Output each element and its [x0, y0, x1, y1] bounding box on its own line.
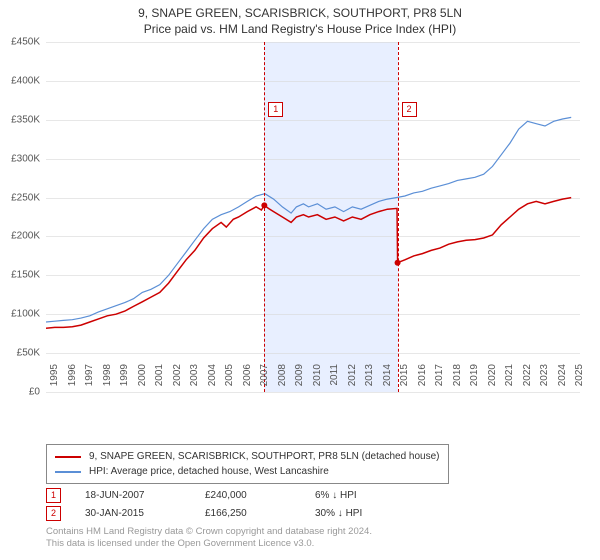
x-tick-label: 1999 [119, 364, 130, 394]
event-number: 1 [46, 488, 61, 503]
y-tick-label: £350K [0, 114, 40, 125]
x-tick-label: 2006 [242, 364, 253, 394]
event-marker: 1 [268, 102, 283, 117]
event-date: 30-JAN-2015 [85, 508, 205, 519]
legend: 9, SNAPE GREEN, SCARISBRICK, SOUTHPORT, … [46, 444, 449, 484]
series-line [46, 117, 571, 322]
event-price: £240,000 [205, 490, 315, 501]
x-tick-label: 2019 [469, 364, 480, 394]
x-tick-label: 2004 [207, 364, 218, 394]
x-tick-label: 2024 [557, 364, 568, 394]
event-line [264, 42, 265, 392]
event-marker: 2 [402, 102, 417, 117]
x-tick-label: 2005 [224, 364, 235, 394]
event-number: 2 [46, 506, 61, 521]
x-tick-label: 1996 [67, 364, 78, 394]
series-line [46, 198, 571, 329]
x-tick-label: 2025 [574, 364, 585, 394]
event-row: 2 30-JAN-2015£166,25030% ↓ HPI [46, 504, 425, 522]
x-tick-label: 2000 [137, 364, 148, 394]
x-tick-label: 2007 [259, 364, 270, 394]
chart-area: 12 £0£50K£100K£150K£200K£250K£300K£350K£… [46, 42, 580, 412]
x-tick-label: 2003 [189, 364, 200, 394]
event-date: 18-JUN-2007 [85, 490, 205, 501]
legend-label: 9, SNAPE GREEN, SCARISBRICK, SOUTHPORT, … [89, 451, 440, 462]
x-tick-label: 2012 [347, 364, 358, 394]
sale-events: 1 18-JUN-2007£240,0006% ↓ HPI 2 30-JAN-2015… [46, 486, 425, 522]
y-tick-label: £50K [0, 348, 40, 359]
x-tick-label: 2020 [487, 364, 498, 394]
x-tick-label: 1995 [49, 364, 60, 394]
legend-item: 9, SNAPE GREEN, SCARISBRICK, SOUTHPORT, … [55, 449, 440, 464]
footer-attribution: Contains HM Land Registry data © Crown c… [46, 526, 372, 551]
legend-swatch [55, 456, 81, 458]
x-tick-label: 2015 [399, 364, 410, 394]
x-tick-label: 2002 [172, 364, 183, 394]
chart-title: 9, SNAPE GREEN, SCARISBRICK, SOUTHPORT, … [0, 0, 600, 20]
x-tick-label: 2022 [522, 364, 533, 394]
x-tick-label: 2011 [329, 364, 340, 394]
x-tick-label: 2014 [382, 364, 393, 394]
y-tick-label: £150K [0, 270, 40, 281]
x-tick-label: 2001 [154, 364, 165, 394]
y-tick-label: £250K [0, 192, 40, 203]
legend-label: HPI: Average price, detached house, West… [89, 466, 329, 477]
y-tick-label: £400K [0, 75, 40, 86]
x-tick-label: 2010 [312, 364, 323, 394]
chart-subtitle: Price paid vs. HM Land Registry's House … [0, 20, 600, 36]
x-tick-label: 2017 [434, 364, 445, 394]
y-tick-label: £100K [0, 309, 40, 320]
x-tick-label: 1997 [84, 364, 95, 394]
legend-swatch [55, 471, 81, 473]
x-tick-label: 2021 [504, 364, 515, 394]
x-tick-label: 2023 [539, 364, 550, 394]
event-row: 1 18-JUN-2007£240,0006% ↓ HPI [46, 486, 425, 504]
y-tick-label: £200K [0, 231, 40, 242]
x-tick-label: 2013 [364, 364, 375, 394]
x-tick-label: 1998 [102, 364, 113, 394]
event-line [398, 42, 399, 392]
y-tick-label: £450K [0, 37, 40, 48]
legend-item: HPI: Average price, detached house, West… [55, 464, 440, 479]
footer-line-2: This data is licensed under the Open Gov… [46, 538, 372, 550]
event-delta: 6% ↓ HPI [315, 490, 425, 501]
event-price: £166,250 [205, 508, 315, 519]
x-tick-label: 2018 [452, 364, 463, 394]
x-tick-label: 2009 [294, 364, 305, 394]
x-tick-label: 2008 [277, 364, 288, 394]
footer-line-1: Contains HM Land Registry data © Crown c… [46, 526, 372, 538]
y-tick-label: £300K [0, 153, 40, 164]
y-tick-label: £0 [0, 387, 40, 398]
event-delta: 30% ↓ HPI [315, 508, 425, 519]
x-tick-label: 2016 [417, 364, 428, 394]
